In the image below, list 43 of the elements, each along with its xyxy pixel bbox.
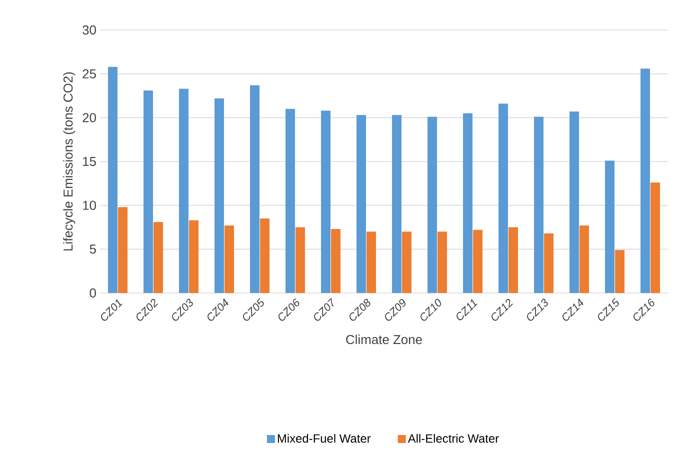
bar [605, 160, 615, 293]
y-tick-label: 0 [90, 288, 96, 298]
bar [650, 182, 660, 293]
bar [473, 230, 483, 293]
bar [392, 115, 402, 293]
bar [438, 232, 448, 293]
bar [118, 207, 128, 293]
bar [580, 225, 590, 293]
y-tick-label: 20 [82, 113, 96, 122]
bar [544, 233, 554, 293]
legend-label: All-Electric Water [408, 434, 499, 443]
bar [296, 227, 306, 293]
bar [640, 68, 650, 293]
bar [331, 229, 341, 293]
bar [144, 90, 153, 293]
bar [615, 250, 625, 293]
bar [108, 66, 118, 293]
y-tick-label: 15 [83, 156, 96, 166]
bar [356, 115, 366, 293]
y-tick-label: 5 [90, 244, 96, 254]
bar [154, 222, 163, 293]
legend-label: Mixed-Fuel Water [278, 434, 371, 443]
bar [402, 232, 412, 293]
bar [214, 98, 224, 293]
bar [321, 110, 331, 293]
bar [224, 225, 234, 293]
y-axis-title: Lifecycle Emissions (tons CO2) [63, 72, 76, 250]
y-tick-label: 25 [82, 69, 96, 78]
bar [260, 218, 270, 293]
bar [428, 116, 438, 293]
bar [179, 88, 189, 293]
y-tick-label: 30 [82, 25, 96, 35]
bar [250, 85, 260, 293]
bar [498, 104, 508, 293]
x-axis-title: Climate Zone [346, 334, 422, 344]
bar [286, 108, 296, 293]
bar [508, 227, 518, 293]
bar [570, 112, 580, 293]
bar [463, 113, 473, 293]
bar [534, 116, 544, 293]
bar [366, 232, 376, 293]
bar [189, 220, 199, 293]
y-tick-label: 10 [83, 200, 96, 210]
